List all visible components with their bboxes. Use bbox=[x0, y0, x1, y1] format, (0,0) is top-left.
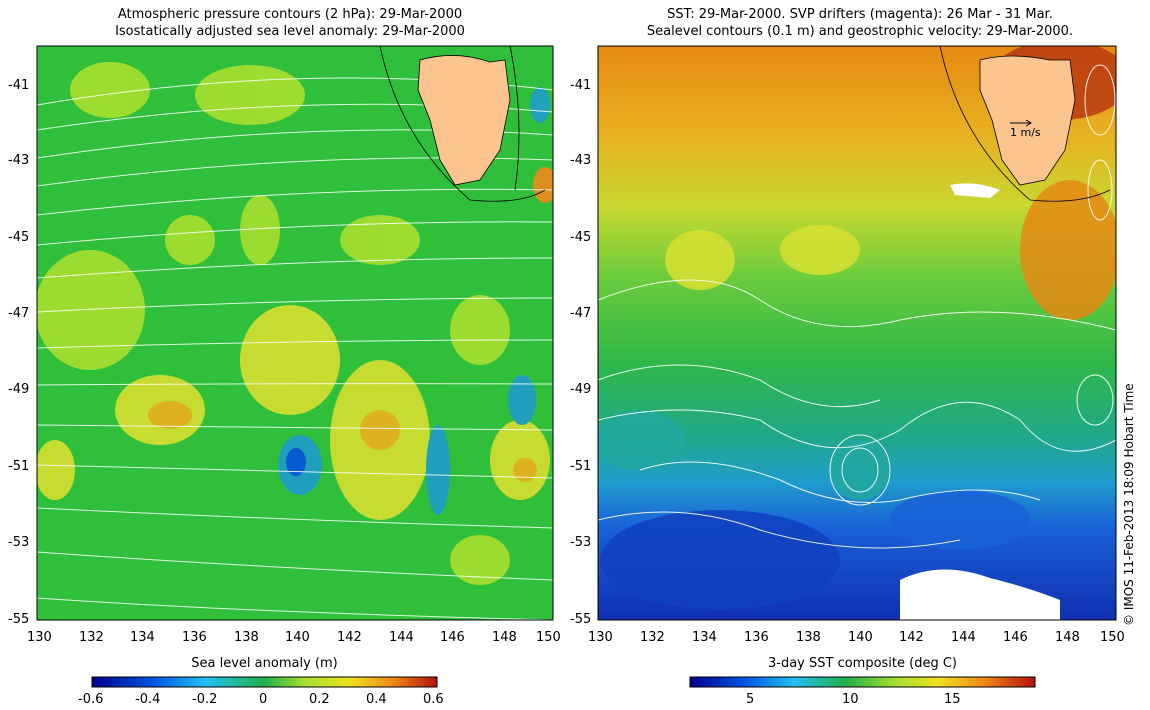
right-xtick: 150 bbox=[1100, 630, 1125, 645]
sst-colorbar-label: 3-day SST composite (deg C) bbox=[767, 656, 958, 671]
left-xtick: 144 bbox=[389, 630, 414, 645]
right-ytick: -45 bbox=[570, 230, 592, 245]
left-ytick: -45 bbox=[8, 230, 30, 245]
left-xtick: 132 bbox=[79, 630, 104, 645]
right-ytick: -43 bbox=[570, 153, 592, 168]
sla-colorbar-tick: -0.4 bbox=[135, 692, 161, 707]
right-xtick: 144 bbox=[951, 630, 976, 645]
right-xtick: 138 bbox=[796, 630, 821, 645]
sst-colorbar-tick: 5 bbox=[746, 692, 755, 707]
sla-colorbar bbox=[91, 676, 438, 688]
right-xtick: 140 bbox=[848, 630, 873, 645]
left-xtick: 134 bbox=[130, 630, 155, 645]
sst-map bbox=[598, 46, 1116, 620]
left-ytick: -53 bbox=[8, 535, 30, 550]
left-ytick: -49 bbox=[8, 382, 30, 397]
right-xtick: 132 bbox=[640, 630, 665, 645]
right-ytick: -55 bbox=[570, 612, 592, 627]
right-xtick: 148 bbox=[1055, 630, 1080, 645]
right-title: SST: 29-Mar-2000. SVP drifters (magenta)… bbox=[590, 6, 1130, 40]
right-xtick: 134 bbox=[692, 630, 717, 645]
sla-colorbar-tick: 0.2 bbox=[309, 692, 330, 707]
sla-colorbar-label: Sea level anomaly (m) bbox=[191, 656, 338, 671]
tasmania-land-left bbox=[417, 55, 511, 186]
sst-colorbar-tick: 10 bbox=[842, 692, 859, 707]
sla-colorbar-tick: -0.2 bbox=[192, 692, 218, 707]
left-title-line2: Isostatically adjusted sea level anomaly… bbox=[115, 24, 465, 39]
right-ytick: -51 bbox=[570, 459, 592, 474]
left-ytick: -41 bbox=[8, 78, 30, 93]
sst-colorbar bbox=[689, 676, 1036, 688]
sea-level-anomaly-map bbox=[37, 46, 553, 620]
right-xtick: 142 bbox=[899, 630, 924, 645]
left-xtick: 142 bbox=[337, 630, 362, 645]
left-title: Atmospheric pressure contours (2 hPa): 2… bbox=[40, 6, 540, 40]
sla-colorbar-tick: 0 bbox=[259, 692, 268, 707]
sst-colorbar-tick: 15 bbox=[944, 692, 961, 707]
right-xtick: 146 bbox=[1003, 630, 1028, 645]
left-ytick: -43 bbox=[8, 153, 30, 168]
left-xtick: 136 bbox=[182, 630, 207, 645]
right-title-line2: Sealevel contours (0.1 m) and geostrophi… bbox=[646, 24, 1074, 39]
left-ytick: -55 bbox=[8, 612, 30, 627]
left-xtick: 130 bbox=[27, 630, 52, 645]
left-xtick: 150 bbox=[536, 630, 561, 645]
left-xtick: 146 bbox=[440, 630, 465, 645]
velocity-scale-label: 1 m/s bbox=[1010, 126, 1041, 139]
right-ytick: -41 bbox=[570, 78, 592, 93]
left-xtick: 148 bbox=[492, 630, 517, 645]
right-ytick: -49 bbox=[570, 382, 592, 397]
left-ytick: -51 bbox=[8, 459, 30, 474]
right-ytick: -53 bbox=[570, 535, 592, 550]
imos-credit: © IMOS 11-Feb-2013 18:09 Hobart Time bbox=[1122, 383, 1136, 626]
left-ytick: -47 bbox=[8, 306, 30, 321]
right-ytick: -47 bbox=[570, 306, 592, 321]
left-xtick: 140 bbox=[285, 630, 310, 645]
left-xtick: 138 bbox=[234, 630, 259, 645]
right-xtick: 136 bbox=[744, 630, 769, 645]
sla-colorbar-tick: 0.4 bbox=[366, 692, 387, 707]
sla-colorbar-tick: -0.6 bbox=[78, 692, 104, 707]
right-title-line1: SST: 29-Mar-2000. SVP drifters (magenta)… bbox=[667, 7, 1053, 22]
left-title-line1: Atmospheric pressure contours (2 hPa): 2… bbox=[117, 7, 463, 22]
sla-colorbar-tick: 0.6 bbox=[423, 692, 444, 707]
right-xtick: 130 bbox=[588, 630, 613, 645]
